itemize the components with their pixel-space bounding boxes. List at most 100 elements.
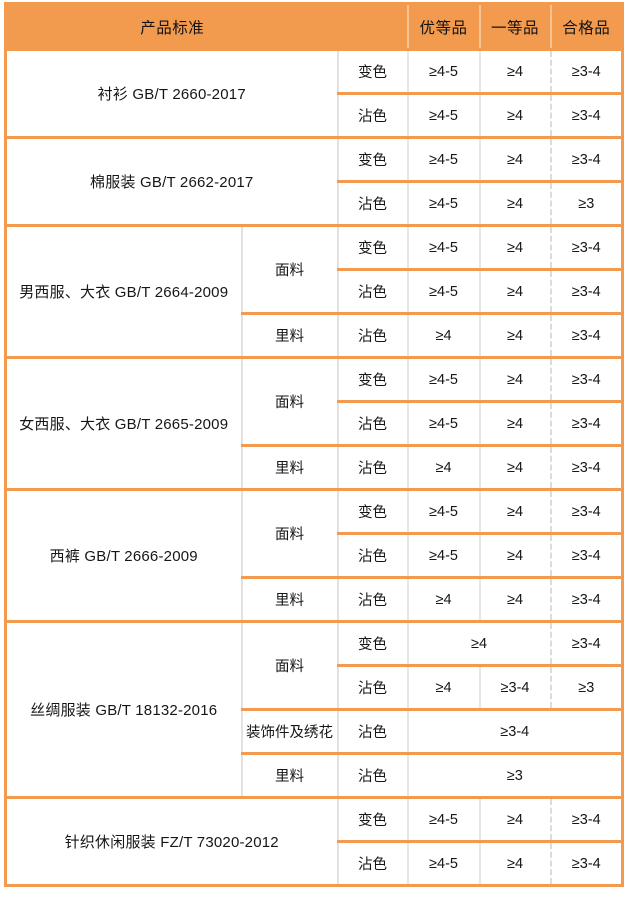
test-type-cell: 沾色 xyxy=(336,841,408,887)
grade-value-cell: ≥3-4 xyxy=(549,401,625,447)
grade-value-cell: ≥4-5 xyxy=(406,49,480,95)
table-row: 沾色 ≥4-5 ≥4 ≥3-4 xyxy=(6,401,625,447)
test-type-cell: 变色 xyxy=(336,137,408,183)
grade-value-cell: ≥4-5 xyxy=(406,137,480,183)
test-type-cell: 沾色 xyxy=(336,181,408,227)
standard-name-cell: 衬衫 GB/T 2660-2017 xyxy=(3,49,338,139)
table-row: 沾色 ≥4-5 ≥4 ≥3-4 xyxy=(6,269,625,315)
grade-value-cell: ≥4 xyxy=(406,577,480,623)
standard-name-cell: 针织休闲服装 FZ/T 73020-2012 xyxy=(3,797,338,887)
product-standard-grade-table: 产品标准 优等品 一等品 合格品 衬衫 GB/T 2660-2017 变色 ≥4-5… xyxy=(3,2,625,887)
table-row: 男西服、大衣 GB/T 2664-2009 面料 变色 ≥4-5 ≥4 ≥3-4 xyxy=(4,225,625,359)
grade-value-cell: ≥4 xyxy=(406,445,480,491)
grade-value-cell: ≥4-5 xyxy=(406,797,480,843)
test-type-cell: 沾色 xyxy=(336,313,408,359)
grade-value-cell: ≥3-4 xyxy=(549,93,625,139)
test-type-cell: 沾色 xyxy=(336,269,408,315)
grade-value-cell: ≥4-5 xyxy=(406,357,480,403)
grade-value-cell: ≥4 xyxy=(478,313,551,359)
grade-value-cell: ≥3-4 xyxy=(549,49,625,95)
grade-value-cell: ≥3-4 xyxy=(549,489,625,535)
grade-value-cell: ≥4 xyxy=(478,269,551,315)
grade-value-cell: ≥4-5 xyxy=(406,401,480,447)
test-type-cell: 变色 xyxy=(336,49,408,95)
grade-value-cell: ≥4 xyxy=(478,49,551,95)
material-cell: 装饰件及绣花 xyxy=(240,709,338,755)
grade-value-cell: ≥4 xyxy=(478,225,551,271)
table-row: 女西服、大衣 GB/T 2665-2009 面料 变色 ≥4-5 ≥4 ≥3-4 xyxy=(4,357,625,491)
test-type-cell: 沾色 xyxy=(336,665,408,711)
table-row: 里料 沾色 ≥3 xyxy=(6,753,625,799)
test-type-cell: 沾色 xyxy=(336,709,408,755)
test-type-cell: 变色 xyxy=(336,621,408,667)
grade-value-cell: ≥3-4 xyxy=(549,445,625,491)
grade-value-cell: ≥3-4 xyxy=(406,709,625,755)
grade-value-cell: ≥3-4 xyxy=(478,665,551,711)
table-row: 沾色 ≥4-5 ≥4 ≥3-4 xyxy=(6,533,625,579)
material-cell: 面料 xyxy=(240,225,338,315)
test-type-cell: 沾色 xyxy=(336,753,408,799)
table-row: 沾色 ≥4-5 ≥4 ≥3-4 xyxy=(6,841,625,887)
material-cell: 里料 xyxy=(240,577,338,623)
grade-value-cell: ≥3-4 xyxy=(549,797,625,843)
table-row: 里料 沾色 ≥4 ≥4 ≥3-4 xyxy=(6,313,625,359)
material-cell: 面料 xyxy=(240,621,338,711)
table-row: 里料 沾色 ≥4 ≥4 ≥3-4 xyxy=(6,445,625,491)
grade-value-cell: ≥4 xyxy=(478,577,551,623)
material-cell: 里料 xyxy=(240,313,338,359)
grade-value-cell: ≥4 xyxy=(406,313,480,359)
grade-value-cell: ≥4-5 xyxy=(406,181,480,227)
grade-value-cell: ≥4 xyxy=(406,665,480,711)
test-type-cell: 沾色 xyxy=(336,445,408,491)
header-row: 产品标准 优等品 一等品 合格品 xyxy=(3,2,625,51)
standard-name-cell: 女西服、大衣 GB/T 2665-2009 xyxy=(4,357,242,491)
table-row: 西裤 GB/T 2666-2009 面料 变色 ≥4-5 ≥4 ≥3-4 xyxy=(4,489,625,623)
grade-value-cell: ≥3 xyxy=(549,665,625,711)
grade-value-cell: ≥3-4 xyxy=(549,841,625,887)
grade-value-cell: ≥3-4 xyxy=(549,577,625,623)
material-cell: 里料 xyxy=(240,753,338,799)
standard-name-cell: 西裤 GB/T 2666-2009 xyxy=(4,489,242,623)
grade-value-cell: ≥3-4 xyxy=(549,137,625,183)
grade-value-cell: ≥3-4 xyxy=(549,269,625,315)
header-test-type xyxy=(337,2,408,51)
table-row: 针织休闲服装 FZ/T 73020-2012 变色 ≥4-5 ≥4 ≥3-4 xyxy=(3,797,625,887)
grade-value-cell: ≥4-5 xyxy=(406,533,480,579)
table-row: 沾色 ≥4-5 ≥4 ≥3 xyxy=(6,181,625,227)
header-standard: 产品标准 xyxy=(3,2,338,51)
grade-value-cell: ≥3-4 xyxy=(549,225,625,271)
table-row: 里料 沾色 ≥4 ≥4 ≥3-4 xyxy=(6,577,625,623)
standard-name-cell: 棉服装 GB/T 2662-2017 xyxy=(3,137,338,227)
test-type-cell: 沾色 xyxy=(336,93,408,139)
grade-value-cell: ≥3-4 xyxy=(549,313,625,359)
test-type-cell: 变色 xyxy=(336,225,408,271)
grade-value-cell: ≥4 xyxy=(406,621,551,667)
grade-value-cell: ≥4-5 xyxy=(406,225,480,271)
material-cell: 里料 xyxy=(240,445,338,491)
grade-value-cell: ≥3 xyxy=(406,753,625,799)
grade-value-cell: ≥4 xyxy=(478,93,551,139)
grade-value-cell: ≥4 xyxy=(478,533,551,579)
grade-value-cell: ≥4 xyxy=(478,181,551,227)
grade-value-cell: ≥4-5 xyxy=(406,269,480,315)
material-cell: 面料 xyxy=(240,357,338,447)
grade-value-cell: ≥3-4 xyxy=(549,357,625,403)
grade-value-cell: ≥4 xyxy=(478,357,551,403)
grade-value-cell: ≥4 xyxy=(478,797,551,843)
table-row: 棉服装 GB/T 2662-2017 变色 ≥4-5 ≥4 ≥3-4 xyxy=(3,137,625,227)
standard-name-cell: 男西服、大衣 GB/T 2664-2009 xyxy=(4,225,242,359)
test-type-cell: 变色 xyxy=(336,489,408,535)
grade-value-cell: ≥4 xyxy=(478,841,551,887)
header-grade-qualified: 合格品 xyxy=(549,2,625,51)
table-row: 衬衫 GB/T 2660-2017 变色 ≥4-5 ≥4 ≥3-4 xyxy=(3,49,625,139)
grade-value-cell: ≥3-4 xyxy=(549,621,625,667)
grade-value-cell: ≥4 xyxy=(478,445,551,491)
test-type-cell: 变色 xyxy=(336,357,408,403)
header-grade-first: 一等品 xyxy=(478,2,551,51)
grade-value-cell: ≥4 xyxy=(478,401,551,447)
grade-value-cell: ≥4-5 xyxy=(406,93,480,139)
test-type-cell: 沾色 xyxy=(336,533,408,579)
test-type-cell: 沾色 xyxy=(336,401,408,447)
test-type-cell: 变色 xyxy=(336,797,408,843)
